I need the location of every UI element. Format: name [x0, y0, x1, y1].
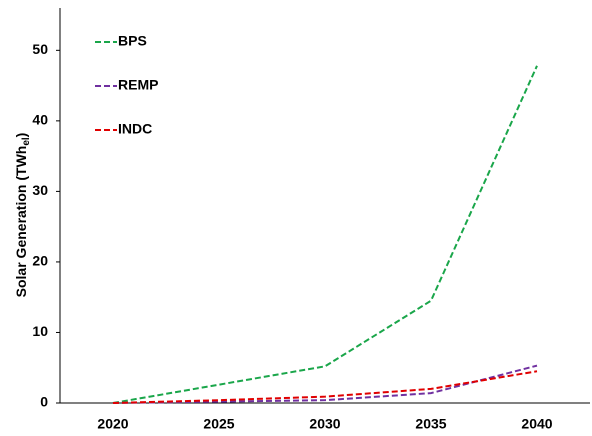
x-tick-label: 2020 — [97, 416, 128, 432]
legend-label: REMP — [118, 77, 158, 93]
y-label-main: Solar Generation (TWh — [13, 146, 29, 298]
y-tick-label: 40 — [32, 112, 48, 128]
x-tick-label: 2030 — [309, 416, 340, 432]
y-tick-label: 20 — [32, 253, 48, 269]
y-tick-label: 0 — [40, 394, 48, 410]
y-tick-label: 10 — [32, 323, 48, 339]
x-tick-label: 2025 — [203, 416, 234, 432]
y-tick-label: 50 — [32, 41, 48, 57]
x-tick-label: 2040 — [521, 416, 552, 432]
y-label-sub: el — [21, 137, 32, 146]
legend-label: BPS — [118, 33, 147, 49]
y-tick-label: 30 — [32, 182, 48, 198]
y-label-end: ) — [13, 133, 29, 138]
x-tick-label: 2035 — [415, 416, 446, 432]
series-line — [112, 65, 538, 404]
legend-label: INDC — [118, 121, 152, 137]
y-axis-label: Solar Generation (TWhel) — [13, 133, 32, 298]
series-line — [112, 370, 538, 404]
